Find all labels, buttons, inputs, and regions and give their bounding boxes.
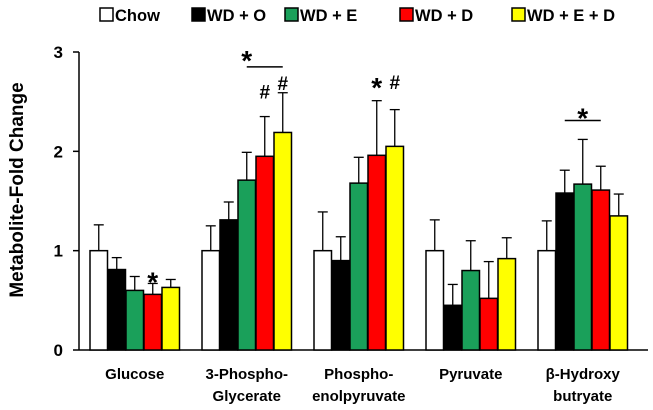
y-tick-label-1: 1 [54,242,63,261]
y-tick-label-3: 3 [54,43,63,62]
bar-3-2 [367,154,387,351]
bar-0-2 [313,249,333,351]
legend-swatch-1 [191,7,206,22]
legend-swatch-4 [511,7,526,22]
bar-4-4 [609,215,629,351]
bar-2-1 [237,179,257,351]
y-axis-label: Metabolite-Fold Change [7,82,28,297]
x-tick-label-1-1: Glycerate [213,388,281,405]
bar-3-0 [143,293,163,351]
bar-1-1 [219,219,239,351]
significance-hash-2: # [259,83,270,104]
y-tick-label-2: 2 [54,142,63,161]
legend-label-1: WD + O [207,7,266,25]
bar-4-0 [161,286,181,351]
x-tick-label-0-0: Glucose [105,366,164,383]
x-tick-label-4-1: butryate [553,388,612,405]
error-bars [93,92,624,306]
bar-2-2 [349,182,369,351]
significance-star-4: * [371,72,382,103]
x-axis-labels: Glucose 3-Phospho- Glycerate Phospho-enolpy… [105,366,620,405]
bar-4-3 [497,257,517,351]
bars [89,131,629,351]
bar-3-3 [479,297,499,351]
legend-label-4: WD + E + D [527,7,615,25]
legend-label-2: WD + E [300,7,357,25]
bar-4-2 [385,145,405,351]
significance-star-0: * [147,266,158,297]
legend-swatch-2 [284,7,299,22]
bar-1-2 [331,259,351,351]
significance-star-6: * [577,103,588,134]
bar-2-3 [461,269,481,351]
bar-0-4 [537,249,557,351]
bar-4-1 [273,131,293,351]
bar-0-1 [201,249,221,351]
bar-1-0 [107,268,127,351]
bar-3-1 [255,155,275,351]
significance-star-1: * [241,45,252,76]
x-tick-label-4-0: β-Hydroxy [546,366,621,383]
legend-swatch-0 [99,7,114,22]
bar-1-4 [555,192,575,351]
significance-hash-3: # [277,74,288,95]
legend: Chow WD + O WD + E WD + D WD + E + D [99,7,615,25]
x-tick-label-3-0: Pyruvate [439,366,502,383]
x-tick-label-2-0: Phospho- [324,366,393,383]
x-tick-label-2-1: enolpyruvate [312,388,405,405]
bar-3-4 [591,189,611,351]
bar-2-0 [125,289,145,351]
bar-0-0 [89,249,109,351]
y-tick-label-0: 0 [54,341,63,360]
significance-hash-5: # [389,73,400,94]
bar-0-3 [425,249,445,351]
significance-annotations: * * # # * # * [147,45,601,297]
legend-label-0: Chow [115,7,160,25]
legend-swatch-3 [399,7,414,22]
bar-2-4 [573,183,593,351]
x-tick-label-1-0: 3-Phospho- [206,366,289,383]
bar-1-3 [443,304,463,351]
legend-label-3: WD + D [415,7,473,25]
